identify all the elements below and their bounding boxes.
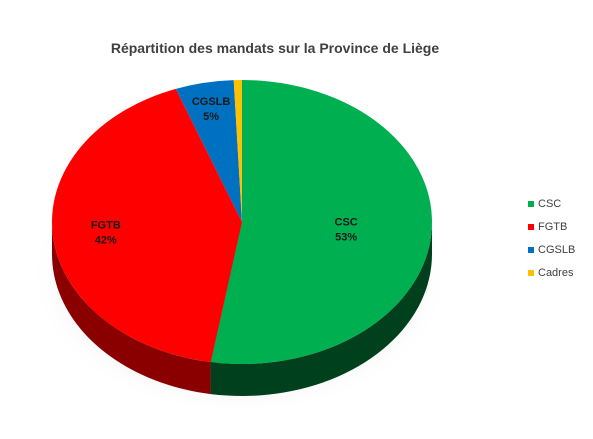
legend-item-cadres: Cadres [528,267,575,279]
pie-side-fgtb [52,222,211,395]
legend-swatch-csc [528,201,534,207]
legend-swatch-cgslb [528,247,534,253]
pie-slice-csc [210,80,433,364]
pie-labels: CSC 53% FGTB 42% CGSLB 5% [91,96,358,247]
legend-label-csc: CSC [538,198,562,210]
slice-value-csc: 53% [335,231,357,243]
legend: CSC FGTB CGSLB Cadres [528,198,575,290]
slice-label-cgslb: CGSLB [192,96,231,108]
pie-slice-fgtb [52,88,242,363]
legend-swatch-fgtb [528,224,534,230]
legend-label-cgslb: CGSLB [538,244,576,256]
slice-label-fgtb: FGTB [91,220,121,232]
legend-swatch-cadres [528,270,534,276]
pie-slice-cgslb [175,80,242,222]
slice-label-csc: CSC [335,216,358,228]
slice-value-fgtb: 42% [95,235,117,247]
slice-value-cgslb: 5% [203,111,219,123]
legend-item-fgtb: FGTB [528,221,575,233]
chart-title: Répartition des mandats sur la Province … [110,40,440,56]
pie-slice-cadres [233,80,242,222]
legend-item-cgslb: CGSLB [528,244,575,256]
legend-label-cadres: Cadres [538,267,574,279]
legend-label-fgtb: FGTB [538,221,568,233]
pie-side-csc [210,222,432,396]
pie-slices [52,80,433,364]
legend-item-csc: CSC [528,198,575,210]
